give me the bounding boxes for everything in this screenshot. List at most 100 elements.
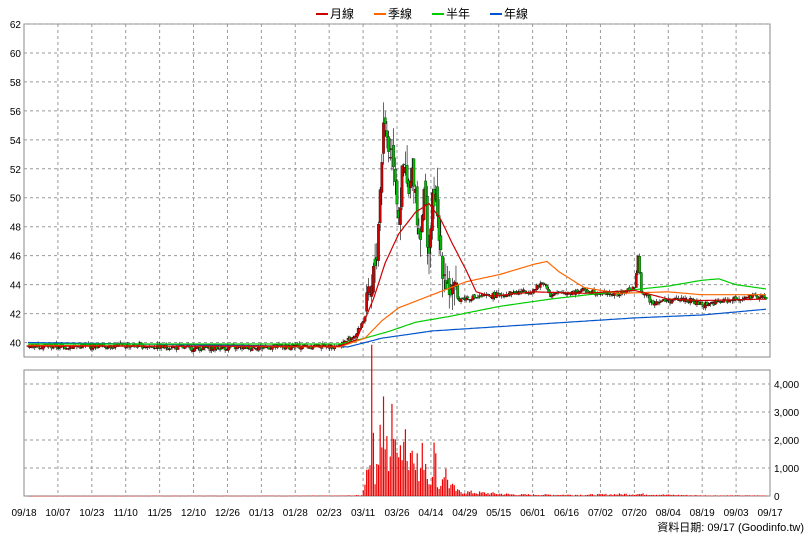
volume-bar xyxy=(406,461,408,496)
volume-bar xyxy=(286,495,289,497)
candle-body xyxy=(473,294,476,299)
volume-bar xyxy=(537,495,540,496)
volume-bar xyxy=(180,495,182,497)
volume-bar xyxy=(141,495,144,497)
volume-bar xyxy=(526,494,528,496)
volume-bar xyxy=(534,494,536,496)
volume-bar xyxy=(256,495,258,497)
candle-body xyxy=(513,291,517,294)
volume-bar xyxy=(409,452,412,496)
volume-bar xyxy=(216,495,218,497)
volume-bar xyxy=(708,495,710,497)
x-tick-label: 10/23 xyxy=(79,508,104,519)
volume-bar xyxy=(147,495,149,497)
volume-bar xyxy=(608,494,610,496)
volume-bar xyxy=(217,495,219,497)
candle-body xyxy=(618,294,621,297)
volume-bar xyxy=(598,493,600,496)
candle-body xyxy=(402,163,406,166)
candle-body xyxy=(412,158,416,187)
volume-bar xyxy=(699,495,701,496)
price-tick-label: 50 xyxy=(10,194,22,205)
legend-label-1: 季線 xyxy=(388,6,412,21)
candle-body xyxy=(523,290,527,292)
candle-body xyxy=(400,165,404,207)
volume-bar xyxy=(238,495,240,497)
volume-bar xyxy=(317,495,319,497)
volume-bar xyxy=(152,495,154,497)
volume-bar xyxy=(236,495,238,497)
volume-bar xyxy=(514,494,516,496)
volume-bar xyxy=(655,494,658,496)
candle-body xyxy=(350,337,353,340)
volume-bar xyxy=(650,495,653,496)
volume-bar xyxy=(596,494,599,496)
volume-bar xyxy=(403,441,405,496)
volume-bar xyxy=(615,494,617,496)
candle-body xyxy=(417,228,421,234)
volume-bar xyxy=(654,495,656,496)
candle-body xyxy=(436,186,439,217)
volume-bar xyxy=(362,490,364,496)
volume-bar xyxy=(202,495,204,497)
volume-bar xyxy=(484,492,486,496)
volume-bar xyxy=(468,491,471,496)
candle-body xyxy=(734,296,738,300)
volume-bar xyxy=(455,490,457,496)
volume-bar xyxy=(568,494,570,496)
volume-bar xyxy=(632,494,634,496)
volume-bar xyxy=(339,495,341,497)
volume-bar xyxy=(748,495,750,496)
candle-body xyxy=(431,192,434,231)
candle-body xyxy=(575,289,579,293)
volume-bar xyxy=(703,495,705,496)
moving-averages xyxy=(28,202,767,348)
candle-body xyxy=(200,349,203,351)
volume-bars xyxy=(27,344,767,497)
candle-body xyxy=(447,278,451,295)
volume-bar xyxy=(733,495,735,497)
volume-bar xyxy=(502,494,504,496)
volume-bar xyxy=(57,495,59,497)
volume-bar xyxy=(393,438,395,496)
volume-bar xyxy=(418,481,420,496)
volume-bar xyxy=(104,495,107,497)
volume-bar xyxy=(524,494,526,496)
volume-bar xyxy=(603,494,605,496)
legend-label-3: 年線 xyxy=(504,6,528,21)
volume-bar xyxy=(177,495,179,497)
volume-bar xyxy=(649,495,651,496)
volume-bar xyxy=(559,495,562,496)
volume-bar xyxy=(332,495,334,497)
volume-bar xyxy=(175,495,177,497)
candle-body xyxy=(425,196,429,248)
volume-bar xyxy=(345,495,348,497)
volume-bar xyxy=(276,495,278,497)
candle-body xyxy=(104,346,107,348)
candle-body xyxy=(373,258,377,266)
volume-bar xyxy=(652,494,654,496)
volume-bar xyxy=(642,493,644,496)
volume-bar xyxy=(34,495,36,497)
candle-body xyxy=(658,301,662,303)
volume-bar xyxy=(692,495,695,497)
volume-bar xyxy=(492,492,494,496)
volume-bar xyxy=(657,495,659,496)
price-tick-label: 48 xyxy=(10,223,22,234)
volume-bar xyxy=(170,495,172,497)
candle-body xyxy=(154,347,158,349)
volume-bar xyxy=(676,495,678,496)
volume-bar xyxy=(714,495,717,496)
volume-bar xyxy=(243,495,245,497)
volume-bar xyxy=(404,429,407,496)
candle-body xyxy=(51,347,55,349)
volume-bar xyxy=(296,495,299,497)
volume-tick-label: 4,000 xyxy=(774,380,799,391)
x-axis: 09/18 10/07 10/23 11/10 11/25 12/10 12/26 01/13… xyxy=(11,508,782,519)
volume-bar xyxy=(435,453,437,496)
volume-y-axis: 0 1,000 2,000 3,000 4,000 xyxy=(774,380,799,503)
volume-bar xyxy=(323,495,326,497)
volume-bar xyxy=(125,495,127,497)
volume-bar xyxy=(273,495,275,497)
volume-bar xyxy=(192,495,194,497)
